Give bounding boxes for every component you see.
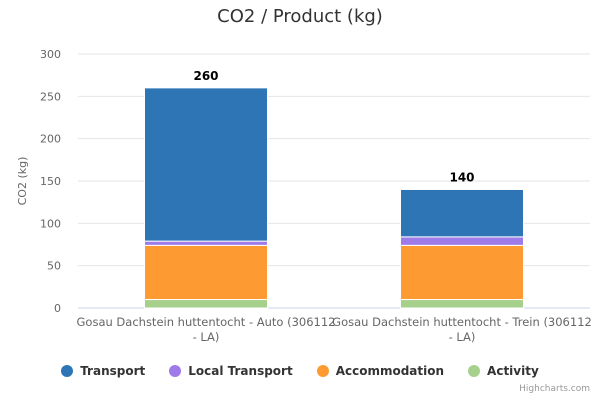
legend-symbol-icon: [316, 365, 329, 377]
legend-label: Activity: [487, 364, 539, 378]
legend-item[interactable]: Accommodation: [316, 364, 445, 378]
data-label: 260: [193, 69, 218, 83]
legend: Transport Local Transport Accommodation Act…: [0, 364, 600, 378]
x-tick-label: - LA): [449, 330, 476, 344]
bar-segment-local-transport[interactable]: [400, 236, 524, 246]
legend-symbol-icon: [169, 365, 182, 377]
y-tick-label: 200: [40, 133, 61, 146]
chart-title: CO2 / Product (kg): [217, 6, 383, 27]
bar-segment-accommodation[interactable]: [400, 244, 524, 301]
x-tick-label: Gosau Dachstein huttentocht - Trein (306…: [332, 315, 592, 329]
data-label: 140: [449, 170, 474, 184]
bar-segment-activity[interactable]: [144, 299, 268, 309]
legend-symbol-icon: [468, 365, 481, 377]
y-tick-label: 50: [47, 260, 61, 273]
bar-segment-transport[interactable]: [144, 87, 268, 242]
y-axis-title: CO2 (kg): [16, 157, 29, 206]
y-tick-label: 300: [40, 48, 61, 61]
y-tick-label: 100: [40, 217, 61, 230]
y-tick-label: 150: [40, 175, 61, 188]
legend-symbol-icon: [61, 365, 74, 377]
legend-label: Accommodation: [335, 364, 445, 378]
legend-label: Local Transport: [188, 364, 293, 378]
y-tick-label: 250: [40, 90, 61, 103]
bar-segment-local-transport[interactable]: [144, 240, 268, 246]
x-tick-label: Gosau Dachstein huttentocht - Auto (3061…: [77, 315, 336, 329]
bar-segment-accommodation[interactable]: [144, 244, 268, 301]
credits-link[interactable]: Highcharts.com: [519, 384, 590, 394]
bar-segment-activity[interactable]: [400, 299, 524, 309]
x-tick-label: - LA): [193, 330, 220, 344]
legend-label: Transport: [80, 364, 146, 378]
y-tick-label: 0: [54, 302, 61, 315]
legend-item[interactable]: Transport: [61, 364, 145, 378]
legend-item[interactable]: Activity: [468, 364, 539, 378]
legend-item[interactable]: Local Transport: [169, 364, 293, 378]
bar-segment-transport[interactable]: [400, 188, 524, 238]
